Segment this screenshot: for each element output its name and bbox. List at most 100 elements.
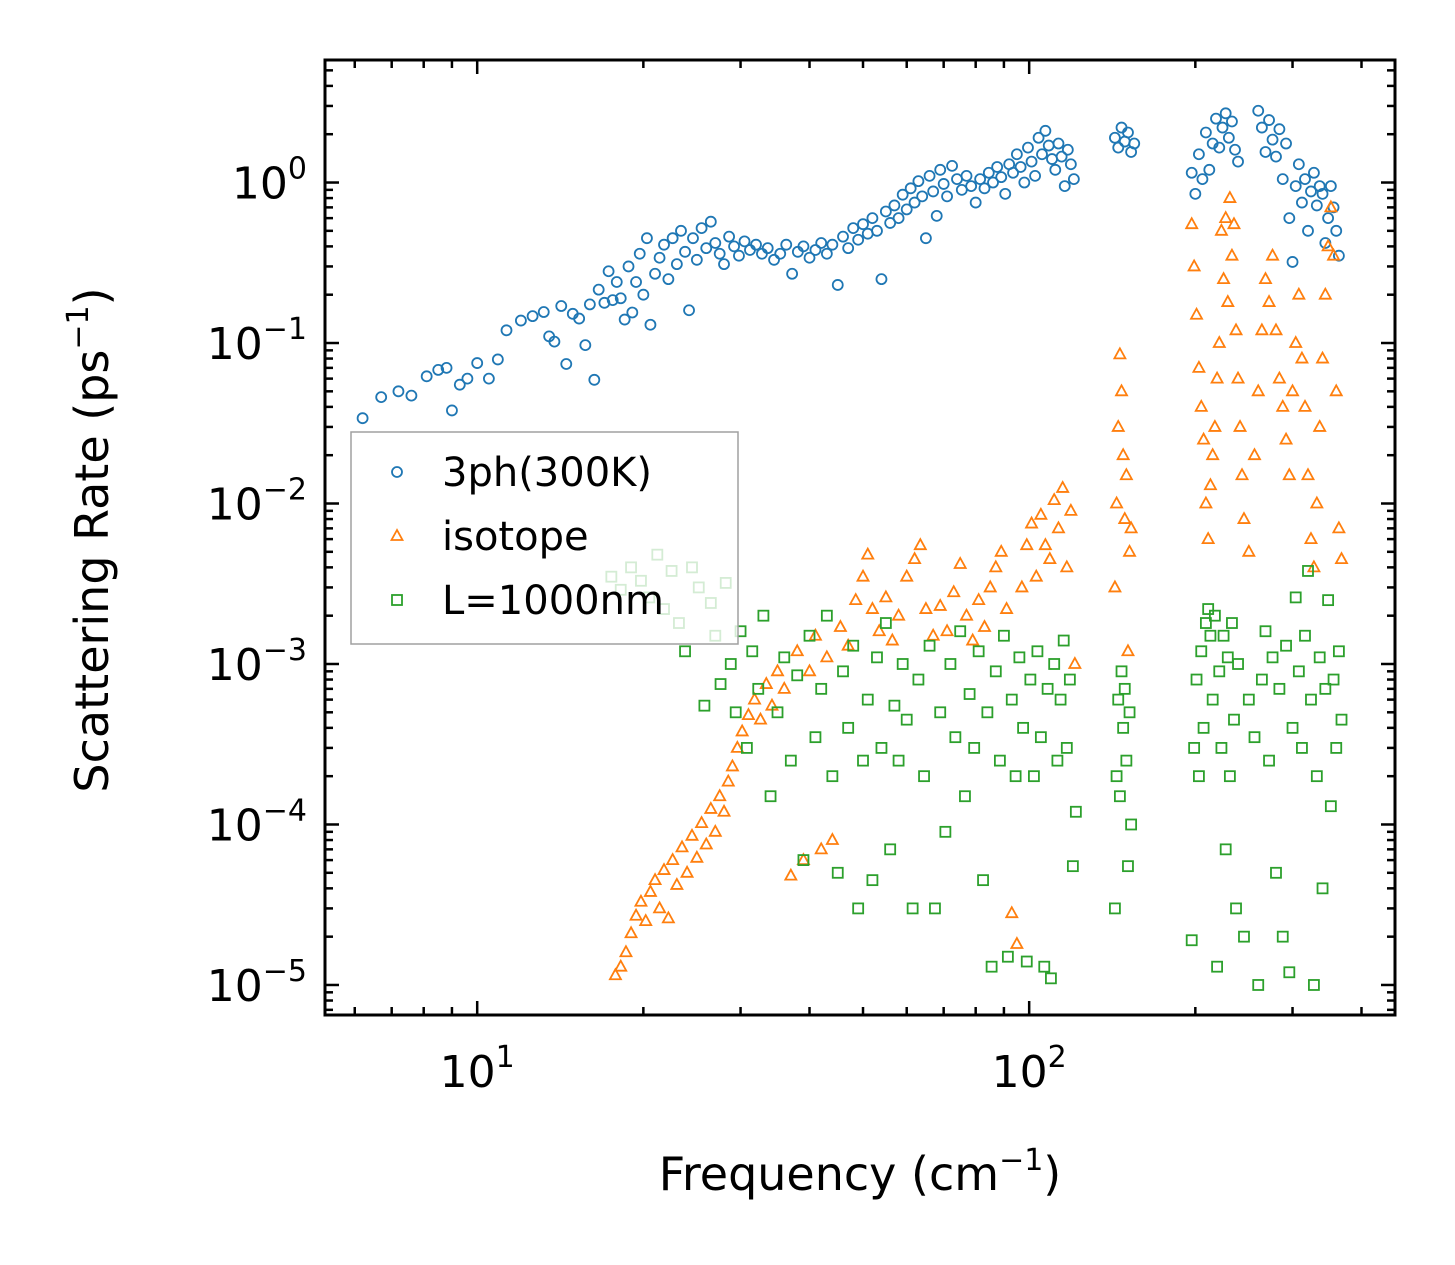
data-point — [700, 242, 713, 255]
x-axis-title: Frequency (cm−1) — [659, 1143, 1062, 1201]
data-point — [899, 568, 914, 582]
data-point — [1296, 196, 1308, 209]
data-point — [1226, 216, 1242, 230]
data-point — [981, 706, 994, 719]
data-point — [1322, 212, 1335, 225]
data-point — [1189, 187, 1202, 200]
data-point — [735, 723, 750, 737]
data-point — [774, 247, 787, 260]
data-point — [1058, 180, 1071, 192]
data-point — [965, 632, 980, 646]
data-point — [1251, 383, 1266, 397]
data-point — [1263, 114, 1275, 126]
data-point — [675, 224, 687, 237]
data-point — [690, 253, 703, 266]
data-point — [923, 639, 936, 652]
data-point — [1289, 180, 1302, 192]
data-point — [694, 815, 709, 829]
data-point — [1222, 190, 1237, 203]
data-point — [778, 651, 791, 664]
data-point — [989, 665, 1002, 678]
data-point — [1047, 492, 1062, 506]
data-point — [1013, 651, 1026, 664]
data-point — [555, 300, 568, 312]
data-point — [680, 864, 695, 878]
data-point — [797, 240, 810, 253]
data-point — [768, 253, 780, 266]
data-point — [613, 958, 628, 972]
data-point — [852, 902, 865, 915]
data-point — [764, 790, 777, 803]
data-point — [684, 827, 700, 841]
data-point — [988, 559, 1003, 573]
data-point — [1069, 805, 1082, 818]
data-point — [1292, 665, 1305, 678]
x-tick-label: 101 — [440, 1040, 515, 1098]
data-point — [920, 232, 932, 245]
data-point — [1004, 905, 1019, 919]
data-point — [1310, 770, 1323, 783]
data-point — [982, 166, 995, 179]
data-point — [757, 609, 770, 622]
data-point — [875, 273, 888, 286]
data-point — [1276, 930, 1289, 943]
data-point — [573, 312, 586, 325]
data-point — [831, 279, 844, 291]
data-point — [1038, 537, 1053, 551]
data-point — [1107, 579, 1122, 593]
data-point — [954, 625, 967, 638]
data-point — [1045, 972, 1057, 985]
data-point — [1193, 770, 1205, 783]
data-point — [1308, 979, 1320, 991]
data-point — [1252, 104, 1265, 117]
data-point — [1275, 399, 1290, 412]
data-point — [1286, 721, 1299, 734]
data-point — [761, 242, 774, 255]
data-point — [1060, 742, 1073, 754]
data-point — [896, 188, 909, 201]
series-layer — [356, 104, 1349, 991]
data-point — [906, 902, 919, 915]
data-point — [847, 639, 860, 652]
data-point — [704, 215, 717, 228]
data-point — [588, 373, 601, 386]
data-point — [993, 754, 1006, 767]
data-point — [908, 196, 921, 209]
y-tick-label: 10−1 — [207, 312, 307, 370]
data-point — [643, 884, 658, 897]
data-point — [683, 304, 695, 317]
data-point — [1226, 115, 1238, 128]
data-point — [725, 758, 740, 772]
data-point — [1057, 634, 1070, 647]
data-point — [716, 803, 732, 817]
data-point — [820, 247, 833, 260]
data-point — [658, 238, 670, 251]
data-point — [392, 385, 405, 398]
data-point — [1332, 645, 1345, 658]
data-point — [852, 233, 865, 246]
data-point — [624, 925, 639, 939]
data-point — [526, 310, 539, 323]
data-point — [1198, 495, 1213, 509]
data-point — [802, 663, 817, 677]
data-point — [641, 232, 653, 245]
data-point — [815, 682, 828, 695]
data-point — [1322, 594, 1335, 607]
data-point — [1299, 629, 1311, 642]
data-point — [1334, 551, 1349, 565]
data-point — [1316, 187, 1329, 200]
data-point — [1266, 651, 1279, 664]
data-point — [1263, 754, 1275, 767]
data-point — [815, 237, 828, 249]
data-point — [648, 872, 663, 886]
data-point — [1238, 930, 1250, 943]
data-point — [656, 862, 672, 875]
data-point — [1028, 770, 1040, 783]
data-point — [1282, 467, 1297, 481]
data-point — [930, 209, 943, 222]
data-point — [855, 568, 871, 582]
data-point — [1116, 447, 1131, 461]
data-point — [879, 205, 892, 218]
x-tick-label: 102 — [992, 1040, 1067, 1098]
data-point — [866, 874, 879, 887]
